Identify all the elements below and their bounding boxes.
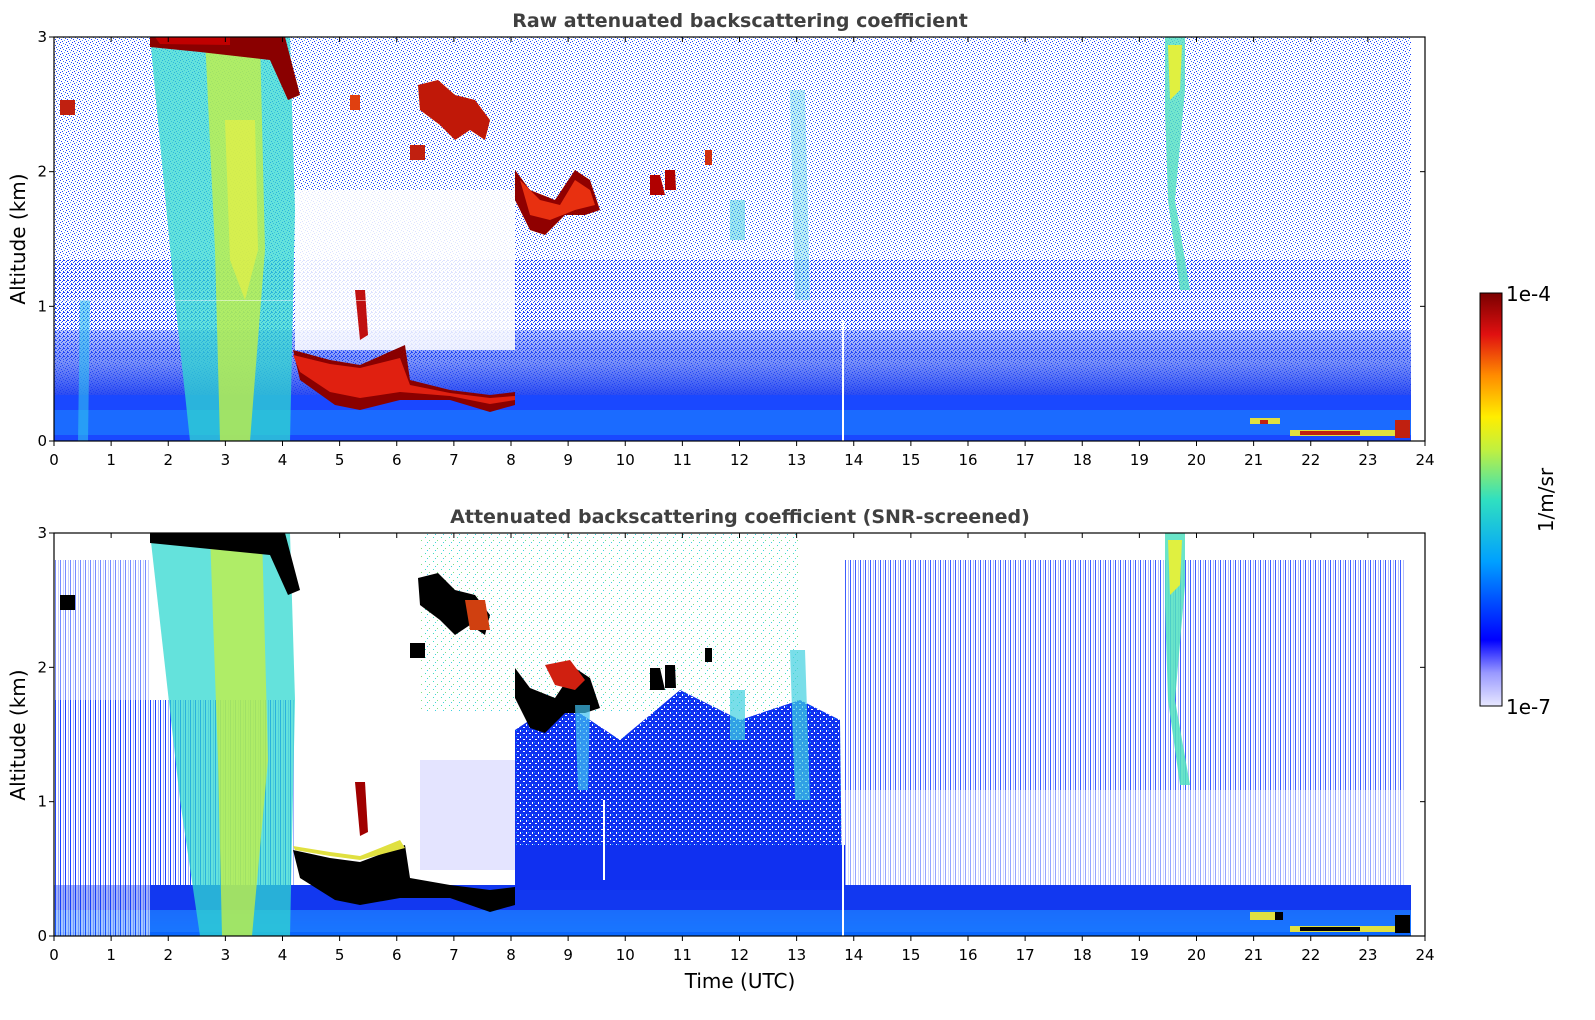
x-tick-label: 2 bbox=[163, 946, 173, 964]
virga-screened bbox=[1165, 533, 1190, 785]
x-tick-label: 16 bbox=[958, 946, 977, 964]
x-tick-label: 3 bbox=[221, 946, 231, 964]
panel-screened-y-ticks: 0 1 2 3 bbox=[37, 524, 1425, 945]
colorbar-scale bbox=[1479, 292, 1503, 707]
colorbar-max-label: 1e-4 bbox=[1506, 282, 1551, 306]
x-tick-label: 7 bbox=[449, 451, 459, 469]
panel-screened-xlabel: Time (UTC) bbox=[684, 969, 796, 993]
x-tick-label: 12 bbox=[730, 946, 749, 964]
y-tick-label: 2 bbox=[37, 163, 47, 181]
x-tick-label: 5 bbox=[335, 451, 345, 469]
y-tick-label: 1 bbox=[37, 297, 47, 315]
y-tick-label: 3 bbox=[37, 524, 47, 542]
x-tick-label: 7 bbox=[449, 946, 459, 964]
x-tick-label: 10 bbox=[616, 451, 635, 469]
panel-raw-title: Raw attenuated backscattering coefficien… bbox=[512, 10, 968, 32]
low-cloud-screened bbox=[293, 845, 515, 912]
cirrus-screened bbox=[150, 533, 300, 595]
y-tick-label: 3 bbox=[37, 28, 47, 46]
x-tick-label: 4 bbox=[278, 946, 288, 964]
x-tick-label: 18 bbox=[1073, 946, 1092, 964]
panel-raw-ylabel: Altitude (km) bbox=[6, 173, 30, 304]
panel-screened-heatmap bbox=[54, 533, 1425, 936]
panel-raw: Raw attenuated backscattering coefficien… bbox=[6, 10, 1435, 469]
x-tick-label: 19 bbox=[1130, 451, 1149, 469]
x-tick-label: 13 bbox=[787, 946, 806, 964]
x-tick-label: 17 bbox=[1016, 451, 1035, 469]
panel-raw-heatmap bbox=[54, 37, 1425, 441]
x-tick-label: 23 bbox=[1358, 946, 1377, 964]
x-tick-label: 3 bbox=[221, 451, 231, 469]
x-tick-label: 6 bbox=[392, 451, 402, 469]
x-tick-label: 8 bbox=[506, 451, 516, 469]
panel-raw-y-ticks: 0 1 2 3 bbox=[37, 28, 1425, 450]
speckle-screened bbox=[515, 690, 842, 890]
x-tick-label: 21 bbox=[1244, 946, 1263, 964]
x-tick-label: 0 bbox=[49, 946, 59, 964]
x-tick-label: 22 bbox=[1301, 946, 1320, 964]
x-tick-label: 0 bbox=[49, 451, 59, 469]
x-tick-label: 16 bbox=[958, 451, 977, 469]
colorbar: 1e-4 1e-7 1/m/sr bbox=[1479, 282, 1558, 719]
x-tick-label: 20 bbox=[1187, 451, 1206, 469]
x-tick-label: 5 bbox=[335, 946, 345, 964]
y-tick-label: 0 bbox=[37, 432, 47, 450]
x-tick-label: 23 bbox=[1358, 451, 1377, 469]
x-tick-label: 6 bbox=[392, 946, 402, 964]
x-tick-label: 15 bbox=[901, 451, 920, 469]
y-tick-label: 1 bbox=[37, 793, 47, 811]
x-tick-label: 24 bbox=[1415, 946, 1434, 964]
x-tick-label: 14 bbox=[844, 946, 863, 964]
x-tick-label: 9 bbox=[563, 946, 573, 964]
colorbar-title: 1/m/sr bbox=[1534, 467, 1558, 532]
colorbar-min-label: 1e-7 bbox=[1506, 695, 1551, 719]
panel-screened: Attenuated backscattering coefficient (S… bbox=[6, 506, 1435, 993]
x-tick-label: 24 bbox=[1415, 451, 1434, 469]
x-tick-label: 1 bbox=[106, 451, 116, 469]
x-tick-label: 9 bbox=[563, 451, 573, 469]
x-tick-label: 10 bbox=[616, 946, 635, 964]
x-tick-label: 14 bbox=[844, 451, 863, 469]
cirrus-raw bbox=[150, 37, 300, 100]
x-tick-label: 8 bbox=[506, 946, 516, 964]
y-tick-label: 0 bbox=[37, 927, 47, 945]
x-tick-label: 12 bbox=[730, 451, 749, 469]
panel-screened-ylabel: Altitude (km) bbox=[6, 669, 30, 800]
x-tick-label: 11 bbox=[673, 946, 692, 964]
x-tick-label: 22 bbox=[1301, 451, 1320, 469]
x-tick-label: 4 bbox=[278, 451, 288, 469]
x-tick-label: 11 bbox=[673, 451, 692, 469]
x-tick-label: 15 bbox=[901, 946, 920, 964]
x-tick-label: 17 bbox=[1016, 946, 1035, 964]
virga-raw bbox=[1165, 37, 1190, 290]
x-tick-label: 2 bbox=[163, 451, 173, 469]
mid-cloud-raw bbox=[418, 80, 490, 140]
x-tick-label: 13 bbox=[787, 451, 806, 469]
panel-raw-x-ticks: 0 1 2 3 4 5 6 7 8 9 10 11 12 13 14 15 16 17 18 19 20 21 22 23 24 bbox=[49, 37, 1435, 469]
x-tick-label: 20 bbox=[1187, 946, 1206, 964]
x-tick-label: 21 bbox=[1244, 451, 1263, 469]
y-tick-label: 2 bbox=[37, 658, 47, 676]
panel-screened-title: Attenuated backscattering coefficient (S… bbox=[450, 506, 1030, 528]
x-tick-label: 18 bbox=[1073, 451, 1092, 469]
x-tick-label: 19 bbox=[1130, 946, 1149, 964]
panel-screened-x-ticks: 0 1 2 3 4 5 6 7 8 9 10 11 12 13 14 15 16 17 18 19 20 21 22 23 24 bbox=[49, 533, 1435, 964]
x-tick-label: 1 bbox=[106, 946, 116, 964]
